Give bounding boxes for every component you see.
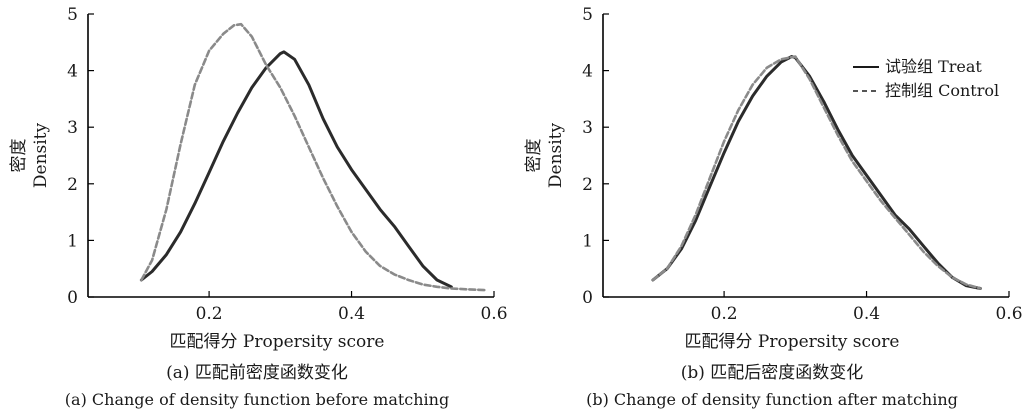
x-axis-label: 匹配得分 Propersity score — [685, 332, 900, 352]
series-line-control — [140, 22, 489, 292]
caption-en: (a) Change of density function before ma… — [65, 390, 449, 409]
caption-en: (b) Change of density function after mat… — [586, 390, 958, 409]
y-tick-label: 1 — [582, 231, 593, 251]
x-tick-label: 0.4 — [853, 304, 880, 324]
y-tick-label: 4 — [67, 62, 78, 82]
y-axis-label-en: Density — [31, 122, 51, 188]
x-axis-label: 匹配得分 Propersity score — [170, 332, 385, 352]
chart-a-svg: 0 1 2 3 4 5 0.2 0.4 0.6 密度 Density 匹配得分 Propersity … — [9, 5, 508, 409]
series-line-control — [651, 55, 982, 290]
x-tick-label: 0.6 — [480, 304, 507, 324]
y-tick-label: 3 — [582, 118, 593, 138]
x-tick-label: 0.4 — [338, 304, 365, 324]
y-tick-label: 2 — [67, 175, 78, 195]
y-tick-label: 0 — [582, 288, 593, 308]
y-tick-label: 0 — [67, 288, 78, 308]
x-tick-label: 0.2 — [711, 304, 738, 324]
legend-label: 试验组 Treat — [885, 57, 982, 76]
series-line-treat — [139, 50, 453, 289]
chart-panel-a: 0 1 2 3 4 5 0.2 0.4 0.6 密度 Density 匹配得分 Propersity … — [0, 0, 514, 416]
caption-cn: (a) 匹配前密度函数变化 — [166, 363, 348, 383]
x-tick-label: 0.2 — [196, 304, 223, 324]
chart-panel-b: 0 1 2 3 4 5 0.2 0.4 0.6 密度 Density 匹配得分 Propersity … — [515, 0, 1029, 416]
y-tick-label: 2 — [582, 175, 593, 195]
y-tick-label: 4 — [582, 62, 593, 82]
chart-b-svg: 0 1 2 3 4 5 0.2 0.4 0.6 密度 Density 匹配得分 Propersity … — [524, 5, 1023, 409]
y-tick-label: 5 — [67, 5, 78, 25]
y-axis-label-cn: 密度 — [9, 139, 29, 173]
series-line-treat — [651, 55, 982, 290]
y-axis-label-en: Density — [546, 122, 566, 188]
y-axis-label-cn: 密度 — [524, 139, 544, 173]
y-tick-label: 1 — [67, 231, 78, 251]
y-tick-label: 3 — [67, 118, 78, 138]
caption-cn: (b) 匹配后密度函数变化 — [681, 363, 864, 383]
y-tick-label: 5 — [582, 5, 593, 25]
legend-label: 控制组 Control — [885, 81, 999, 100]
x-tick-label: 0.6 — [995, 304, 1022, 324]
